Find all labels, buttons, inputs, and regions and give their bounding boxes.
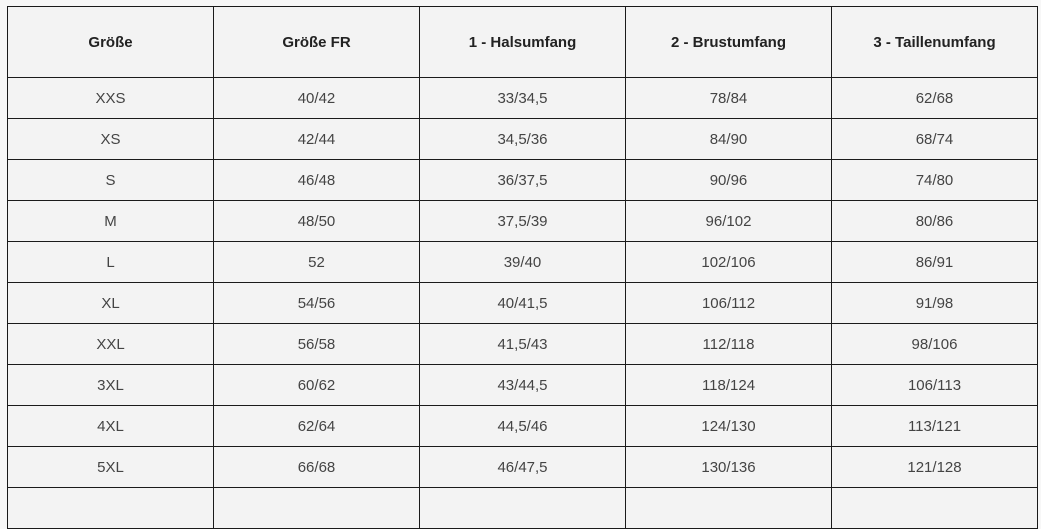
- table-cell: 33/34,5: [419, 77, 626, 119]
- table-cell: 42/44: [213, 118, 420, 160]
- table-cell: 3XL: [7, 364, 214, 406]
- table-cell: 124/130: [625, 405, 832, 447]
- table-cell: 68/74: [831, 118, 1038, 160]
- table-cell: 43/44,5: [419, 364, 626, 406]
- table-row: M 48/50 37,5/39 96/102 80/86: [7, 200, 1038, 242]
- table-row: XL 54/56 40/41,5 106/112 91/98: [7, 282, 1038, 324]
- table-cell: 66/68: [213, 446, 420, 488]
- table-cell: 121/128: [831, 446, 1038, 488]
- table-cell: 98/106: [831, 323, 1038, 365]
- table-row: 3XL 60/62 43/44,5 118/124 106/113: [7, 364, 1038, 406]
- table-cell: [7, 487, 214, 529]
- column-header: 1 - Halsumfang: [419, 6, 626, 78]
- table-cell: 46/47,5: [419, 446, 626, 488]
- table-cell: 40/42: [213, 77, 420, 119]
- table-row: XXL 56/58 41,5/43 112/118 98/106: [7, 323, 1038, 365]
- table-cell: 48/50: [213, 200, 420, 242]
- table-cell: [419, 487, 626, 529]
- table-cell: 106/113: [831, 364, 1038, 406]
- table-cell: 130/136: [625, 446, 832, 488]
- table-cell: 5XL: [7, 446, 214, 488]
- table-cell: 4XL: [7, 405, 214, 447]
- column-header: Größe: [7, 6, 214, 78]
- table-cell: S: [7, 159, 214, 201]
- table-cell: 102/106: [625, 241, 832, 283]
- table-cell: 84/90: [625, 118, 832, 160]
- column-header: 2 - Brustumfang: [625, 6, 832, 78]
- table-cell: XS: [7, 118, 214, 160]
- table-cell: 80/86: [831, 200, 1038, 242]
- table-cell: M: [7, 200, 214, 242]
- table-row-partial: [7, 487, 1038, 529]
- table-cell: XXL: [7, 323, 214, 365]
- table-cell: 34,5/36: [419, 118, 626, 160]
- table-cell: 86/91: [831, 241, 1038, 283]
- table-cell: 39/40: [419, 241, 626, 283]
- table-cell: 62/68: [831, 77, 1038, 119]
- table-cell: 91/98: [831, 282, 1038, 324]
- column-header: 3 - Taillenumfang: [831, 6, 1038, 78]
- table-cell: 36/37,5: [419, 159, 626, 201]
- table-cell: 90/96: [625, 159, 832, 201]
- table-row: 4XL 62/64 44,5/46 124/130 113/121: [7, 405, 1038, 447]
- table-cell: 118/124: [625, 364, 832, 406]
- size-chart-table: Größe Größe FR 1 - Halsumfang 2 - Brustumfa…: [7, 6, 1038, 529]
- table-cell: 60/62: [213, 364, 420, 406]
- table-cell: XXS: [7, 77, 214, 119]
- table-cell: 106/112: [625, 282, 832, 324]
- table-cell: [213, 487, 420, 529]
- table-cell: L: [7, 241, 214, 283]
- table-cell: 96/102: [625, 200, 832, 242]
- table-cell: 40/41,5: [419, 282, 626, 324]
- table-cell: [831, 487, 1038, 529]
- table-cell: 37,5/39: [419, 200, 626, 242]
- table-cell: 52: [213, 241, 420, 283]
- column-header: Größe FR: [213, 6, 420, 78]
- table-row: XS 42/44 34,5/36 84/90 68/74: [7, 118, 1038, 160]
- table-row: S 46/48 36/37,5 90/96 74/80: [7, 159, 1038, 201]
- table-cell: 56/58: [213, 323, 420, 365]
- table-cell: 54/56: [213, 282, 420, 324]
- table-cell: 44,5/46: [419, 405, 626, 447]
- table-cell: 78/84: [625, 77, 832, 119]
- table-cell: XL: [7, 282, 214, 324]
- table-cell: 62/64: [213, 405, 420, 447]
- table-cell: 113/121: [831, 405, 1038, 447]
- table-row: XXS 40/42 33/34,5 78/84 62/68: [7, 77, 1038, 119]
- table-body: XXS 40/42 33/34,5 78/84 62/68 XS 42/44 34,5/36 8…: [7, 77, 1038, 529]
- header-row: Größe Größe FR 1 - Halsumfang 2 - Brustumfa…: [7, 6, 1038, 78]
- table-cell: 112/118: [625, 323, 832, 365]
- table-cell: [625, 487, 832, 529]
- table-cell: 74/80: [831, 159, 1038, 201]
- table-cell: 41,5/43: [419, 323, 626, 365]
- table-row: 5XL 66/68 46/47,5 130/136 121/128: [7, 446, 1038, 488]
- table-row: L 52 39/40 102/106 86/91: [7, 241, 1038, 283]
- table-cell: 46/48: [213, 159, 420, 201]
